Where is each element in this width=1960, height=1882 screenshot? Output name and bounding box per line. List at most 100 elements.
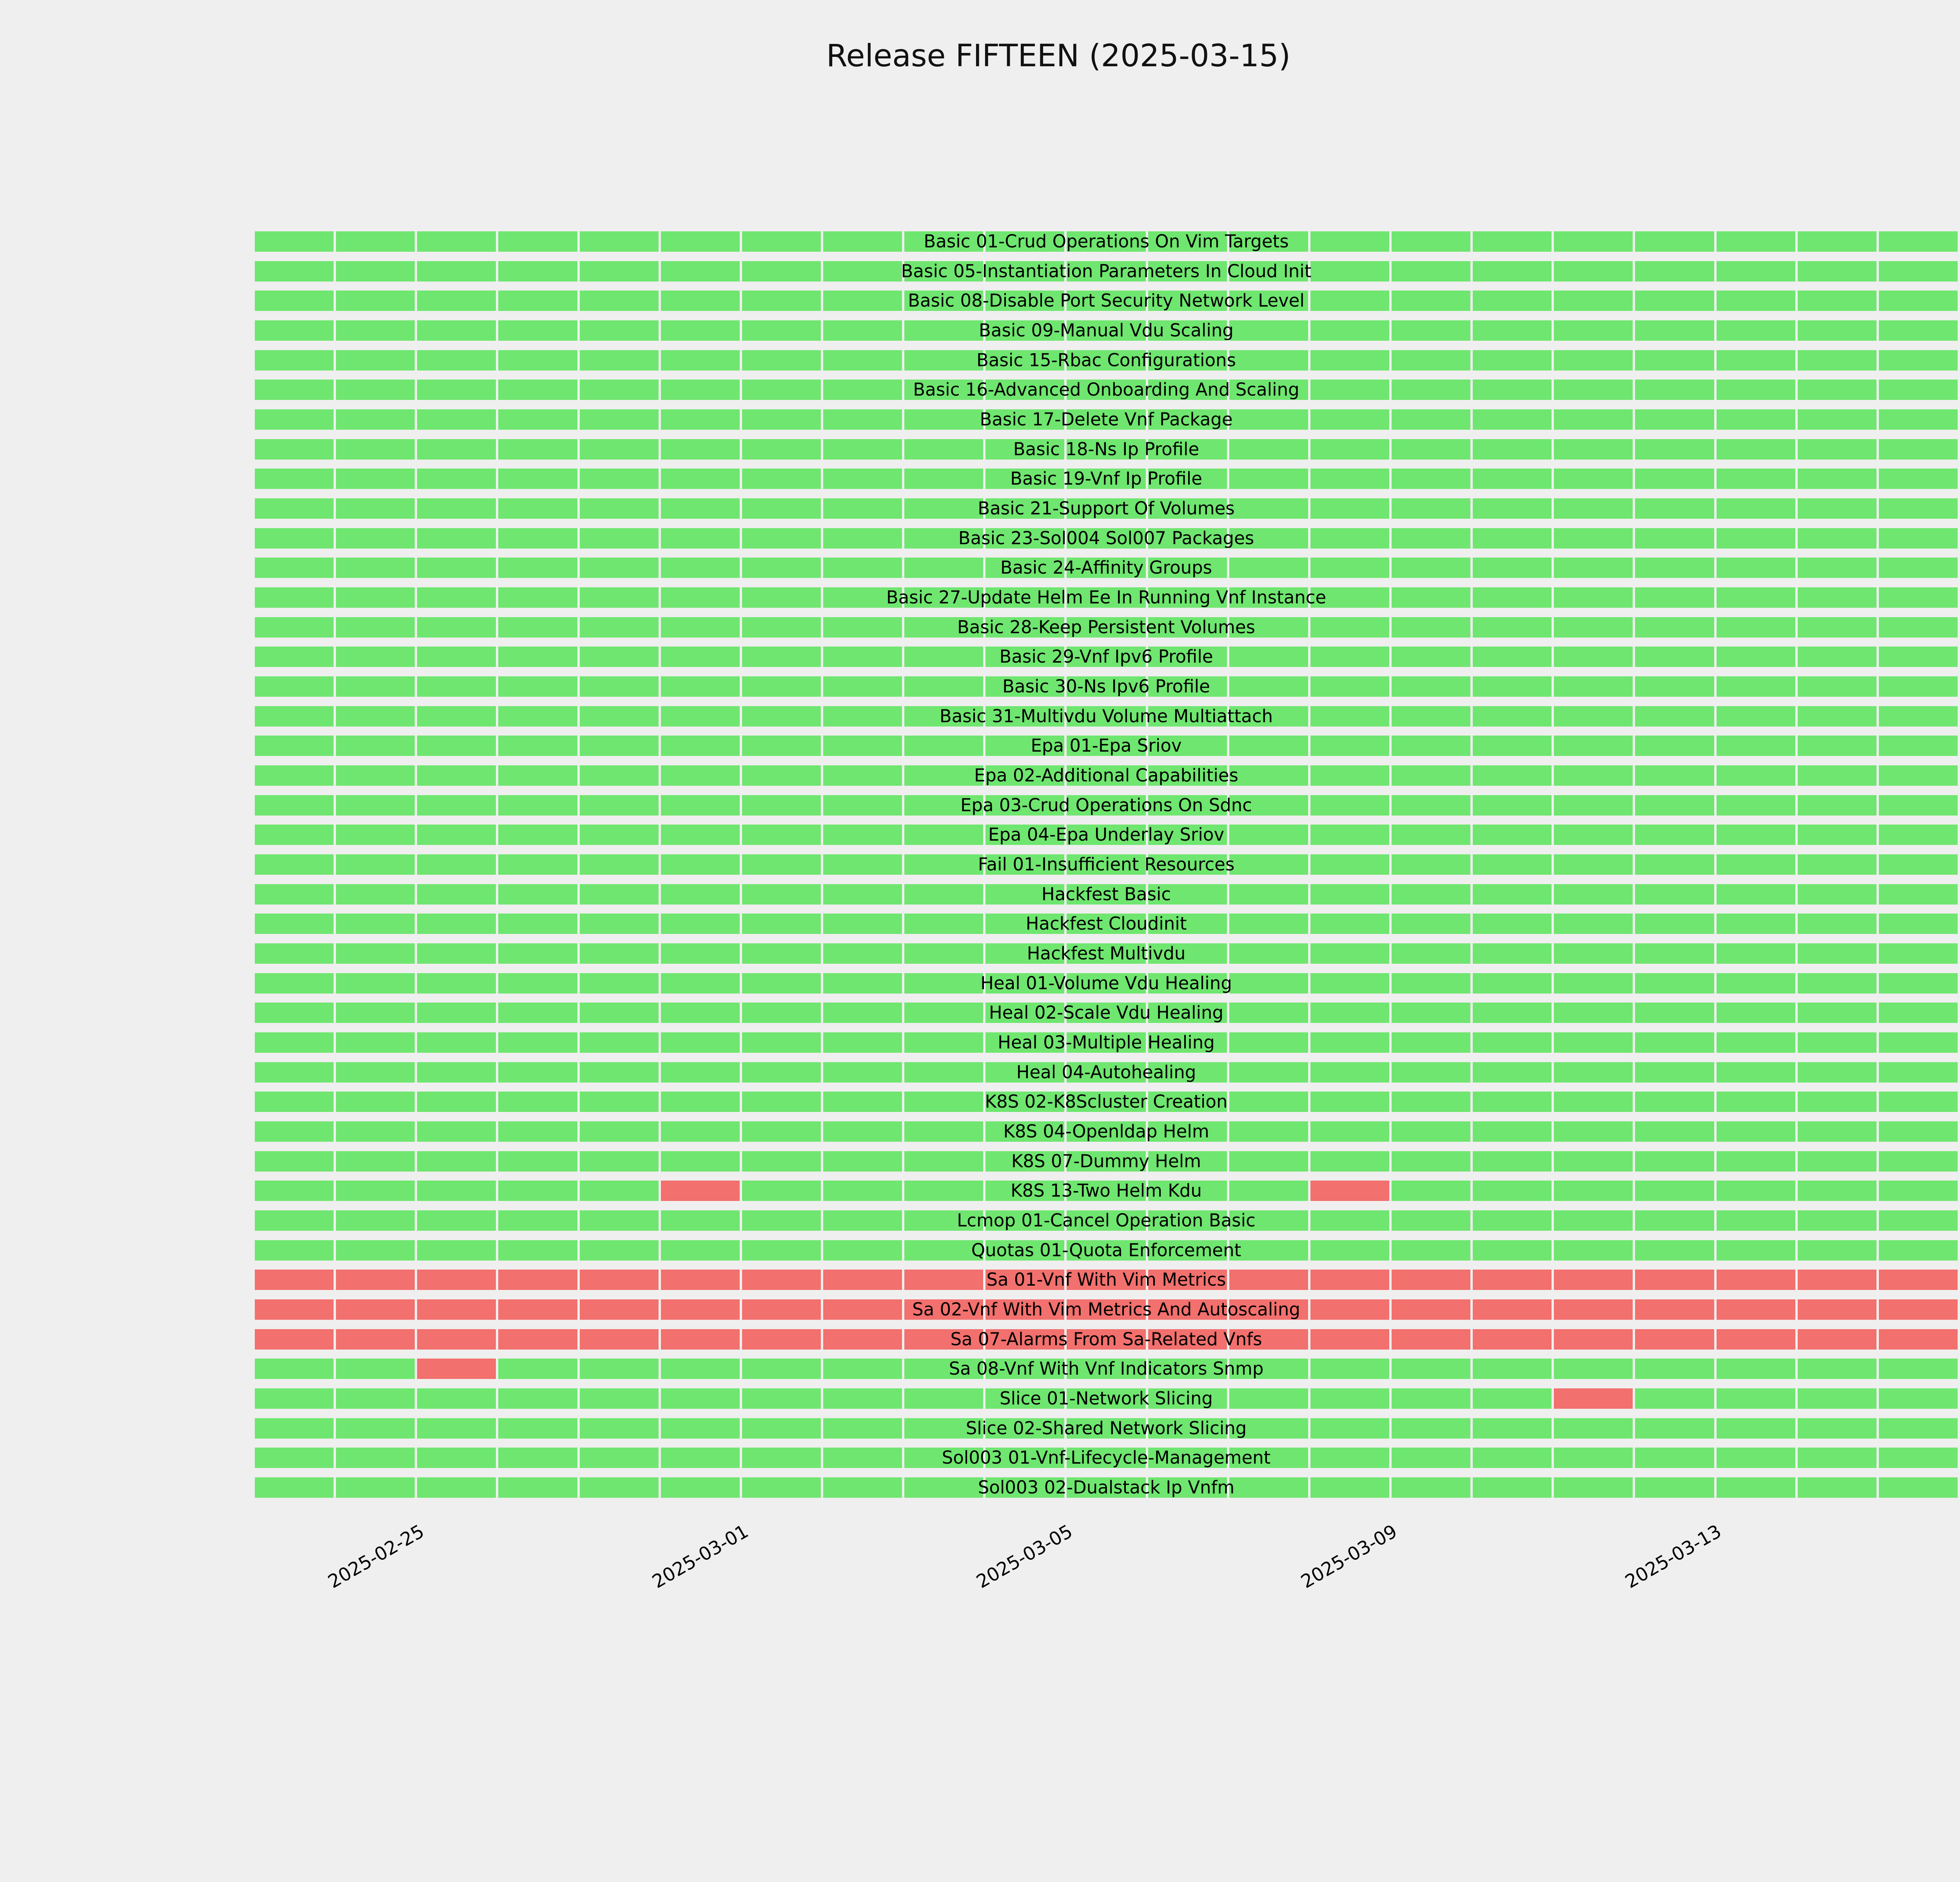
pass-day-segment	[1473, 617, 1552, 638]
pass-day-segment	[1797, 1003, 1877, 1023]
pass-day-segment	[1229, 1181, 1308, 1201]
pass-day-segment	[1797, 320, 1877, 341]
pass-day-segment	[498, 291, 577, 311]
pass-day-segment	[255, 1418, 334, 1439]
row-label: Basic 17-Delete Vnf Package	[980, 409, 1233, 430]
pass-day-segment	[1229, 1151, 1308, 1172]
pass-day-segment	[1067, 1092, 1146, 1112]
pass-day-segment	[1067, 409, 1146, 430]
pass-day-segment	[1797, 854, 1877, 875]
x-tick-label: 2025-03-05	[973, 1520, 1077, 1593]
pass-day-segment	[336, 1448, 415, 1468]
pass-day-segment	[255, 558, 334, 578]
row-label: Epa 03-Crud Operations On Sdnc	[960, 794, 1252, 816]
pass-day-segment	[1635, 350, 1714, 371]
pass-day-segment	[255, 1032, 334, 1053]
status-bar	[255, 320, 1958, 341]
pass-day-segment	[579, 943, 659, 964]
x-tick-label: 2025-02-25	[324, 1520, 428, 1593]
row-label: Sa 01-Vnf With Vim Metrics	[986, 1269, 1226, 1290]
pass-day-segment	[1310, 1003, 1389, 1023]
pass-day-segment	[1148, 617, 1227, 638]
pass-day-segment	[823, 617, 902, 638]
pass-day-segment	[579, 736, 659, 756]
pass-day-segment	[904, 825, 984, 845]
pass-day-segment	[336, 1210, 415, 1231]
pass-day-segment	[1310, 261, 1389, 282]
pass-day-segment	[1310, 528, 1389, 549]
pass-day-segment	[1554, 914, 1633, 934]
status-bar	[255, 765, 1958, 786]
pass-day-segment	[336, 1388, 415, 1409]
pass-day-segment	[1635, 439, 1714, 460]
pass-day-segment	[985, 261, 1065, 282]
pass-day-segment	[1229, 825, 1308, 845]
pass-day-segment	[1391, 854, 1471, 875]
pass-day-segment	[1067, 469, 1146, 489]
fail-day-segment	[985, 1329, 1065, 1350]
pass-day-segment	[1229, 1210, 1308, 1231]
gantt-row: Sa 07-Alarms From Sa-Related Vnfs	[255, 1324, 1958, 1354]
pass-day-segment	[255, 231, 334, 252]
pass-day-segment	[1635, 884, 1714, 905]
pass-day-segment	[1878, 1240, 1958, 1261]
pass-day-segment	[1716, 320, 1795, 341]
pass-day-segment	[417, 1032, 496, 1053]
row-label: Heal 02-Scale Vdu Healing	[989, 1002, 1224, 1023]
pass-day-segment	[1554, 973, 1633, 994]
pass-day-segment	[1473, 1181, 1552, 1201]
pass-day-segment	[417, 469, 496, 489]
pass-day-segment	[823, 676, 902, 697]
pass-day-segment	[742, 587, 821, 608]
pass-day-segment	[1473, 261, 1552, 282]
pass-day-segment	[1797, 1121, 1877, 1142]
pass-day-segment	[742, 231, 821, 252]
pass-day-segment	[1554, 1032, 1633, 1053]
pass-day-segment	[255, 825, 334, 845]
pass-day-segment	[498, 825, 577, 845]
pass-day-segment	[255, 439, 334, 460]
fail-day-segment	[336, 1329, 415, 1350]
pass-day-segment	[1148, 231, 1227, 252]
pass-day-segment	[661, 409, 740, 430]
gantt-row: Heal 04-Autohealing	[255, 1057, 1958, 1087]
pass-day-segment	[1716, 1477, 1795, 1498]
pass-day-segment	[1310, 647, 1389, 667]
pass-day-segment	[823, 884, 902, 905]
pass-day-segment	[579, 587, 659, 608]
pass-day-segment	[742, 884, 821, 905]
pass-day-segment	[1554, 1181, 1633, 1201]
pass-day-segment	[1635, 795, 1714, 816]
gantt-row: Epa 03-Crud Operations On Sdnc	[255, 790, 1958, 820]
fail-day-segment	[661, 1181, 740, 1201]
pass-day-segment	[1716, 1151, 1795, 1172]
pass-day-segment	[661, 1003, 740, 1023]
pass-day-segment	[1473, 647, 1552, 667]
row-label: Basic 28-Keep Persistent Volumes	[957, 616, 1256, 638]
pass-day-segment	[1554, 320, 1633, 341]
pass-day-segment	[498, 587, 577, 608]
pass-day-segment	[579, 1151, 659, 1172]
pass-day-segment	[336, 706, 415, 727]
pass-day-segment	[1310, 320, 1389, 341]
pass-day-segment	[1310, 1210, 1389, 1231]
pass-day-segment	[823, 1210, 902, 1231]
status-bar	[255, 291, 1958, 311]
pass-day-segment	[255, 1092, 334, 1112]
pass-day-segment	[1878, 558, 1958, 578]
pass-day-segment	[1554, 1210, 1633, 1231]
fail-day-segment	[1229, 1270, 1308, 1290]
pass-day-segment	[1716, 736, 1795, 756]
pass-day-segment	[661, 1092, 740, 1112]
gantt-row: Basic 24-Affinity Groups	[255, 553, 1958, 583]
gantt-row: Sa 08-Vnf With Vnf Indicators Snmp	[255, 1354, 1958, 1384]
gantt-row: Basic 28-Keep Persistent Volumes	[255, 612, 1958, 642]
pass-day-segment	[498, 884, 577, 905]
pass-day-segment	[1473, 736, 1552, 756]
pass-day-segment	[579, 1477, 659, 1498]
pass-day-segment	[417, 1477, 496, 1498]
pass-day-segment	[1391, 380, 1471, 400]
pass-day-segment	[1716, 1181, 1795, 1201]
pass-day-segment	[1635, 647, 1714, 667]
pass-day-segment	[1473, 380, 1552, 400]
